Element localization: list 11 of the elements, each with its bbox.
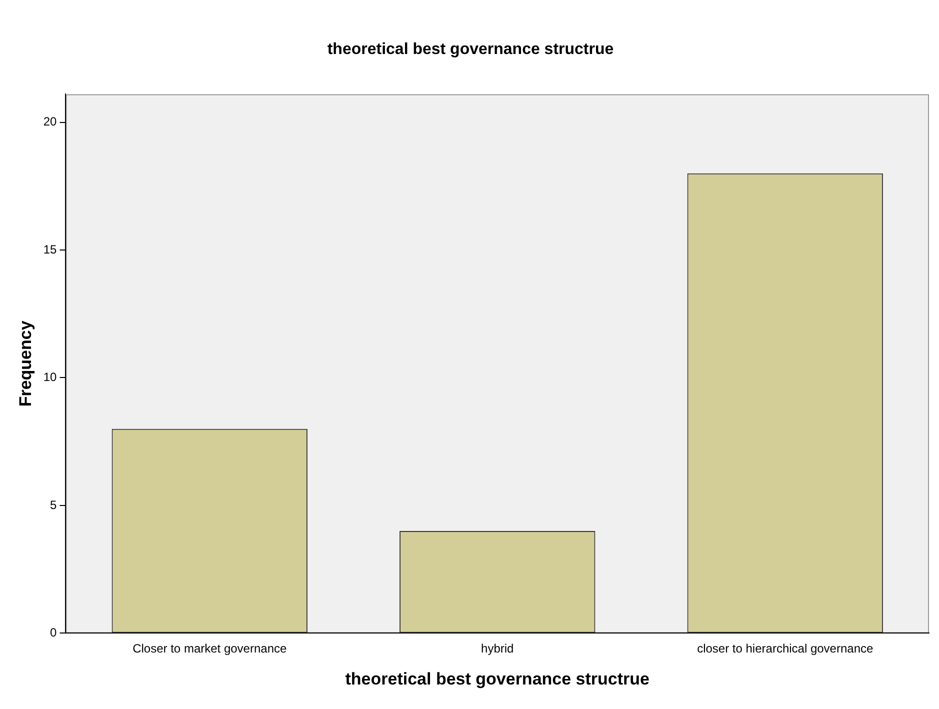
y-tick-label: 10 <box>43 370 58 384</box>
y-tick-label: 0 <box>50 626 58 640</box>
y-tick-label: 20 <box>43 114 58 129</box>
x-tick-label: Closer to market governance <box>132 642 287 656</box>
y-tick-label: 15 <box>43 242 58 256</box>
x-tick-label: closer to hierarchical governance <box>697 642 874 656</box>
y-tick-label: 5 <box>50 498 58 512</box>
x-tick-label: hybrid <box>481 642 514 656</box>
chart-title: theoretical best governance structrue <box>327 41 614 58</box>
y-axis-title: Frequency <box>16 320 35 407</box>
x-axis-title: theoretical best governance structrue <box>345 669 650 688</box>
